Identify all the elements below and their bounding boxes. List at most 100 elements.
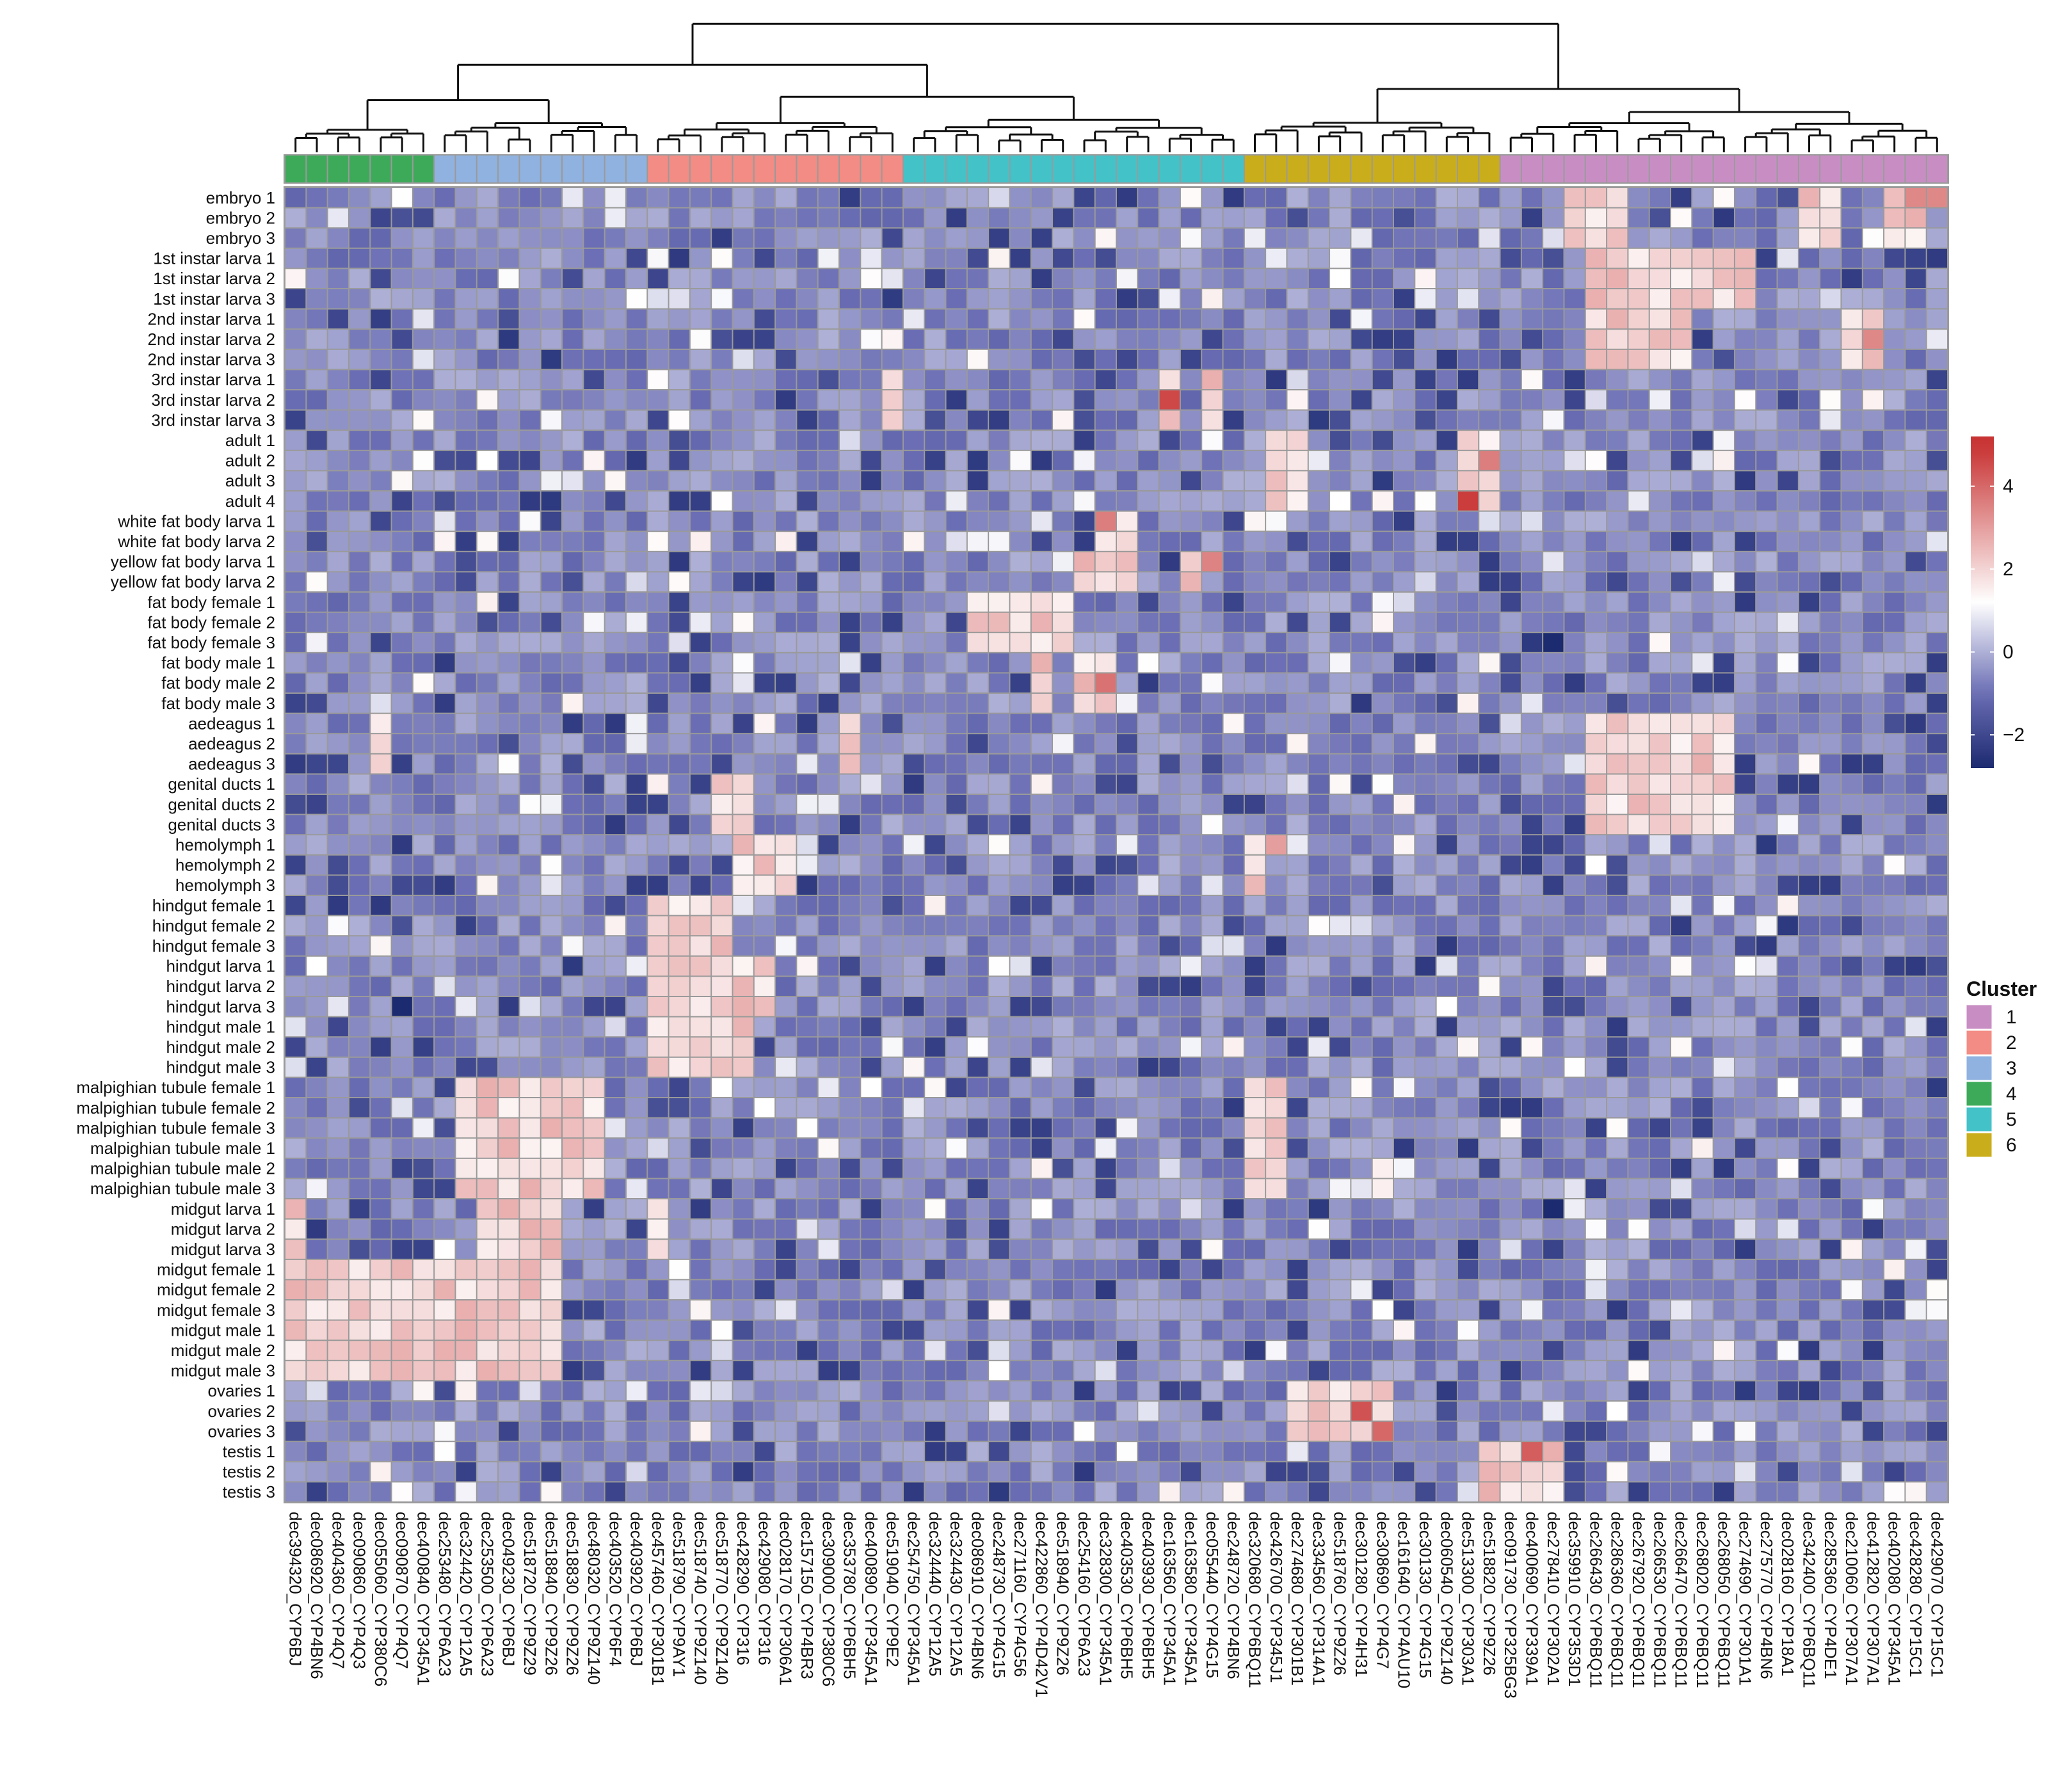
heatmap-cell	[925, 269, 945, 288]
heatmap-cell	[669, 1260, 689, 1279]
heatmap-cell	[1223, 349, 1244, 369]
heatmap-cell	[1628, 471, 1649, 490]
heatmap-cell	[1585, 997, 1607, 1016]
heatmap-cell	[818, 1179, 838, 1198]
heatmap-cell	[1095, 511, 1116, 531]
heatmap-cell	[1799, 936, 1820, 956]
heatmap-cell	[1394, 330, 1415, 349]
heatmap-cell	[1031, 1098, 1052, 1117]
heatmap-cell	[1543, 633, 1564, 652]
heatmap-cell	[1031, 1381, 1052, 1400]
heatmap-cell	[1095, 896, 1116, 915]
heatmap-cell	[605, 1381, 625, 1400]
heatmap-cell	[435, 977, 455, 996]
heatmap-cell	[1394, 936, 1415, 956]
heatmap-cell	[1436, 208, 1457, 228]
heatmap-cell	[435, 289, 455, 308]
heatmap-cell	[1906, 1037, 1926, 1057]
heatmap-cell	[1266, 1260, 1287, 1279]
heatmap-cell	[1521, 228, 1543, 248]
heatmap-cell	[712, 370, 732, 389]
heatmap-cell	[989, 1341, 1009, 1360]
heatmap-cell	[840, 795, 860, 814]
heatmap-cell	[1436, 774, 1457, 794]
heatmap-cell	[1351, 451, 1372, 470]
heatmap-cell	[392, 471, 412, 490]
heatmap-cell	[626, 208, 647, 228]
heatmap-cell	[1202, 410, 1223, 430]
heatmap-cell	[1457, 370, 1479, 389]
heatmap-cell	[1841, 1260, 1862, 1279]
heatmap-cell	[1244, 1017, 1265, 1037]
heatmap-cell	[818, 876, 838, 895]
heatmap-cell	[1884, 1381, 1905, 1400]
heatmap-cell	[1010, 1118, 1031, 1138]
heatmap-cell	[1671, 1098, 1692, 1117]
heatmap-cell	[1394, 1098, 1415, 1117]
heatmap-cell	[1308, 1240, 1329, 1259]
heatmap-cell	[690, 815, 711, 835]
heatmap-cell	[1735, 1280, 1756, 1299]
heatmap-cell	[1884, 876, 1905, 895]
heatmap-cell	[435, 1118, 455, 1138]
heatmap-cell	[967, 208, 988, 228]
heatmap-cell	[1607, 653, 1628, 673]
heatmap-cell	[1692, 1320, 1713, 1340]
heatmap-cell	[818, 835, 838, 854]
heatmap-cell	[669, 269, 689, 288]
heatmap-cell	[1713, 451, 1734, 470]
heatmap-cell	[840, 188, 860, 207]
heatmap-cell	[1607, 1341, 1628, 1360]
heatmap-cell	[520, 309, 540, 329]
heatmap-cell	[1074, 936, 1095, 956]
heatmap-cell	[1266, 855, 1287, 875]
heatmap-cell	[1159, 876, 1180, 895]
heatmap-cell	[1735, 815, 1756, 835]
heatmap-cell	[754, 714, 775, 733]
heatmap-cell	[371, 977, 391, 996]
heatmap-cell	[1863, 492, 1884, 511]
heatmap-cell	[967, 1057, 988, 1077]
heatmap-cell	[776, 916, 796, 936]
heatmap-cell	[925, 511, 945, 531]
heatmap-cell	[1031, 511, 1052, 531]
heatmap-cell	[861, 492, 881, 511]
heatmap-cell	[733, 1320, 753, 1340]
heatmap-cell	[1607, 1037, 1628, 1057]
heatmap-cell	[1756, 1118, 1777, 1138]
heatmap-cell	[1543, 673, 1564, 692]
heatmap-cell	[584, 511, 604, 531]
heatmap-cell	[1053, 694, 1073, 713]
heatmap-cell	[1479, 492, 1500, 511]
heatmap-cell	[1287, 694, 1308, 713]
heatmap-cell	[563, 977, 583, 996]
heatmap-cell	[1031, 835, 1052, 854]
heatmap-cell	[285, 1361, 306, 1380]
heatmap-cell	[285, 795, 306, 814]
heatmap-cell	[967, 774, 988, 794]
heatmap-cell	[1010, 653, 1031, 673]
heatmap-cell	[840, 734, 860, 753]
heatmap-cell	[1521, 269, 1543, 288]
heatmap-cell	[967, 1037, 988, 1057]
heatmap-cell	[1308, 694, 1329, 713]
heatmap-cell	[1777, 552, 1798, 572]
heatmap-cell	[1735, 309, 1756, 329]
heatmap-cell	[1223, 390, 1244, 410]
heatmap-cell	[1223, 612, 1244, 632]
heatmap-cell	[499, 390, 519, 410]
heatmap-cell	[989, 1118, 1009, 1138]
heatmap-cell	[1372, 633, 1393, 652]
heatmap-cell	[1436, 370, 1457, 389]
heatmap-cell	[1415, 1017, 1436, 1037]
heatmap-cell	[1479, 1341, 1500, 1360]
heatmap-cell	[520, 208, 540, 228]
heatmap-cell	[456, 997, 476, 1016]
heatmap-cell	[1884, 612, 1905, 632]
heatmap-cell	[1777, 471, 1798, 490]
heatmap-cell	[563, 936, 583, 956]
heatmap-cell	[1372, 876, 1393, 895]
heatmap-cell	[285, 289, 306, 308]
heatmap-cell	[733, 349, 753, 369]
heatmap-cell	[1223, 289, 1244, 308]
